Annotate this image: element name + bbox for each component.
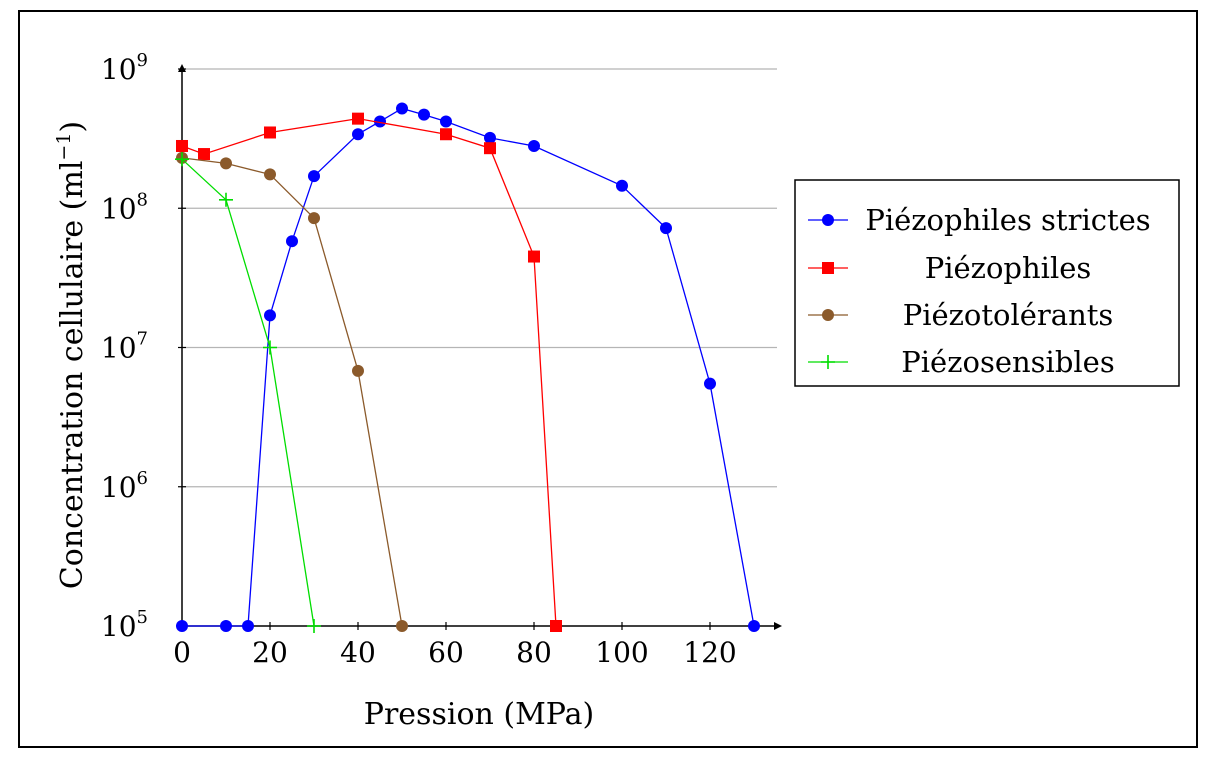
data-point-piezophiles-strictes xyxy=(220,620,232,632)
x-axis-label: Pression (MPa) xyxy=(364,697,594,732)
y-axis-label-main: Concentration cellulaire (ml xyxy=(55,161,90,590)
y-tick-label: 105 xyxy=(101,607,148,643)
y-tick-label: 108 xyxy=(101,189,148,225)
data-point-piezosensibles xyxy=(175,152,189,167)
y-tick-label: 107 xyxy=(101,329,148,365)
data-point-piezophiles xyxy=(550,620,562,632)
data-point-piezophiles-strictes xyxy=(440,115,452,128)
x-tick-label: 120 xyxy=(683,636,736,669)
data-point-piezophiles xyxy=(528,250,540,263)
legend-label-piezotolerants: Piézotolérants xyxy=(903,298,1114,332)
data-point-piezophiles xyxy=(176,139,188,152)
data-point-piezophiles-strictes xyxy=(484,131,496,144)
legend-box xyxy=(794,179,1180,387)
series-piezotolerants xyxy=(176,151,408,632)
series-piezophiles-strictes xyxy=(176,102,760,632)
data-point-piezophiles-strictes xyxy=(704,377,716,390)
series-piezosensibles xyxy=(175,152,321,633)
x-tick-label: 40 xyxy=(340,636,376,669)
data-point-piezophiles xyxy=(484,142,496,155)
x-axis-arrow xyxy=(774,622,782,630)
data-point-piezophiles-strictes xyxy=(264,309,276,322)
data-point-piezosensibles xyxy=(219,192,233,207)
legend-marker-piezophiles-strictes xyxy=(822,214,834,226)
data-point-piezophiles-strictes xyxy=(660,222,672,235)
data-point-piezophiles xyxy=(198,148,210,161)
series-layer xyxy=(175,102,760,633)
series-piezophiles xyxy=(176,112,562,632)
grid-lines xyxy=(182,68,777,488)
legend-marker-piezotolerants xyxy=(822,309,834,321)
chart: 0 20 40 60 80 100 120 105 106 107 108 109 Pression… xyxy=(53,50,1180,732)
data-point-piezophiles-strictes xyxy=(176,620,188,632)
data-point-piezophiles-strictes xyxy=(616,179,628,192)
series-line-piezophiles-strictes xyxy=(182,107,755,627)
x-tick-label: 60 xyxy=(428,636,464,669)
series-line-piezophiles xyxy=(181,117,557,627)
legend-label-piezophiles: Piézophiles xyxy=(925,251,1092,285)
data-point-piezophiles-strictes xyxy=(352,128,364,141)
data-point-piezophiles-strictes xyxy=(748,620,760,632)
x-tick-label: 100 xyxy=(595,636,648,669)
data-point-piezophiles-strictes xyxy=(308,170,320,183)
data-point-piezophiles-strictes xyxy=(286,235,298,248)
legend: Piézophiles strictes Piézophiles Piézotolé… xyxy=(794,179,1180,387)
data-point-piezophiles xyxy=(264,126,276,139)
y-axis-arrow xyxy=(178,64,186,72)
data-point-piezotolerants xyxy=(264,168,276,181)
data-point-piezosensibles xyxy=(307,619,321,633)
data-point-piezophiles-strictes xyxy=(242,620,254,632)
data-point-piezotolerants xyxy=(352,364,364,377)
x-tick-label: 20 xyxy=(252,636,288,669)
y-axis-label-exp: −1 xyxy=(53,133,75,161)
y-tick-label: 109 xyxy=(101,50,148,86)
data-point-piezophiles-strictes xyxy=(374,115,386,128)
x-tick-label: 80 xyxy=(516,636,552,669)
data-point-piezophiles-strictes xyxy=(418,108,430,121)
data-point-piezophiles-strictes xyxy=(396,102,408,115)
data-point-piezotolerants xyxy=(308,212,320,225)
y-axis-label: Concentration cellulaire (ml−1) xyxy=(53,121,90,589)
x-tick-label: 0 xyxy=(173,636,191,669)
data-point-piezotolerants xyxy=(220,157,232,170)
data-point-piezophiles-strictes xyxy=(528,139,540,152)
legend-label-piezosensibles: Piézosensibles xyxy=(901,345,1114,379)
series-line-piezosensibles xyxy=(181,158,315,627)
figure-frame: 0 20 40 60 80 100 120 105 106 107 108 109 Pression… xyxy=(18,10,1198,748)
y-tick-label: 106 xyxy=(101,468,148,504)
y-tick-labels: 105 106 107 108 109 xyxy=(101,50,186,643)
x-tick-labels: 0 20 40 60 80 100 120 xyxy=(173,622,737,669)
data-point-piezophiles xyxy=(352,112,364,125)
data-point-piezotolerants xyxy=(396,620,408,632)
legend-marker-piezophiles xyxy=(822,262,834,274)
legend-marker-piezosensibles xyxy=(821,355,835,369)
y-axis-label-close: ) xyxy=(55,121,90,133)
data-point-piezophiles xyxy=(440,128,452,141)
series-line-piezotolerants xyxy=(181,157,403,627)
legend-label-piezophiles-strictes: Piézophiles strictes xyxy=(865,203,1150,237)
data-point-piezosensibles xyxy=(263,340,277,355)
